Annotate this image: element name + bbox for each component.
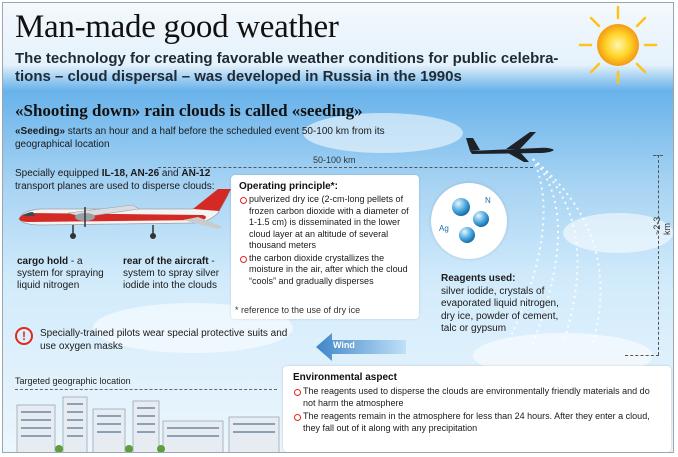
rear-aircraft-text: - system to spray silver iodide into the… <box>123 256 220 291</box>
geo-location-label: Targeted geographic location <box>15 376 131 386</box>
cargo-hold-text: - a system for spraying liquid nitrogen <box>17 256 104 291</box>
dry-ice-footnote: * reference to the use of dry ice <box>235 305 361 315</box>
cargo-hold-term: cargo hold <box>17 256 69 267</box>
molecule-illustration: N Ag <box>431 183 507 259</box>
sun-icon <box>578 5 658 85</box>
seeding-note: «Seeding» starts an hour and a half befo… <box>15 125 405 151</box>
molecule-label-n: N <box>485 196 491 205</box>
transport-planes-2: AN-12 <box>181 168 211 179</box>
city-skyline-illustration <box>16 396 280 452</box>
environment-item: The reagents remain in the atmosphere fo… <box>293 411 661 434</box>
cloud-shape <box>303 113 463 153</box>
reagents-text: silver iodide, crystals of evaporated li… <box>441 285 559 335</box>
wind-arrow-icon <box>316 333 406 361</box>
spray-pattern <box>507 158 602 344</box>
transport-planes-note: Specially equipped IL-18, AN-26 and AN-1… <box>15 167 235 193</box>
page-subtitle: The technology for creating favorable we… <box>15 50 559 85</box>
reagents-note: Reagents used: silver iodide, crystals o… <box>441 273 561 336</box>
operating-principle-list: pulverized dry ice (2-cm-long pellets of… <box>239 194 411 287</box>
infographic-frame: Man-made good weather The technology for… <box>2 2 674 453</box>
reagents-title: Reagents used: <box>441 273 516 284</box>
operating-principle-panel: Operating principle*: pulverized dry ice… <box>231 175 419 319</box>
page-title: Man-made good weather <box>15 9 339 45</box>
environment-item: The reagents used to disperse the clouds… <box>293 386 661 409</box>
dark-airplane-icon <box>466 132 554 162</box>
rear-aircraft-term: rear of the aircraft <box>123 256 209 267</box>
transport-prefix: Specially equipped <box>15 168 102 179</box>
transport-planes-1: IL-18, AN-26 <box>101 168 160 179</box>
cargo-hold-label: cargo hold - a system for spraying liqui… <box>17 256 117 292</box>
warning-icon: ! <box>15 327 33 345</box>
distance-line <box>158 167 533 168</box>
operating-principle-title: Operating principle*: <box>239 181 338 192</box>
distance-label: 50-100 km <box>313 155 356 165</box>
wind-label: Wind <box>333 340 355 350</box>
pilot-warning-text: Specially-trained pilots wear special pr… <box>40 328 288 352</box>
environmental-aspect-title: Environmental aspect <box>293 372 397 383</box>
altitude-tick <box>625 355 659 356</box>
principle-item: the carbon dioxide crystallizes the mois… <box>239 253 411 288</box>
seeding-term: «Seeding» <box>15 126 66 137</box>
seeding-text: starts an hour and a half before the sch… <box>15 126 385 150</box>
geo-location-line <box>15 389 277 390</box>
molecule-label-ag: Ag <box>439 224 449 233</box>
rear-aircraft-label: rear of the aircraft - system to spray s… <box>123 256 243 292</box>
principle-item: pulverized dry ice (2-cm-long pellets of… <box>239 194 411 252</box>
transport-airplane-illustration <box>18 189 231 239</box>
pilot-warning: ! Specially-trained pilots wear special … <box>15 327 295 353</box>
title-band <box>3 3 673 91</box>
seeding-heading: «Shooting down» rain clouds is called «s… <box>15 101 363 120</box>
environmental-aspect-panel: Environmental aspect The reagents used t… <box>283 366 671 452</box>
cloud-shape <box>563 213 673 253</box>
altitude-line <box>658 155 659 355</box>
molecule-icon: N Ag <box>439 196 491 243</box>
transport-suffix: transport planes are used to disperse cl… <box>15 181 215 192</box>
environmental-aspect-list: The reagents used to disperse the clouds… <box>293 386 661 434</box>
transport-and: and <box>159 168 182 179</box>
